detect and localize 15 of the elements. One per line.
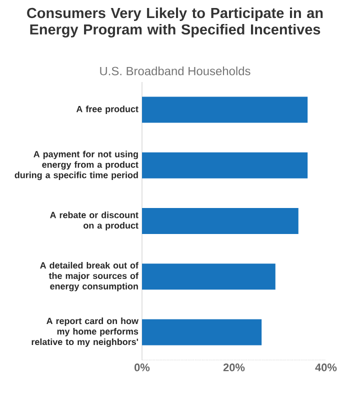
chart-subtitle: U.S. Broadband Households: [100, 66, 250, 76]
x-tick-label: 20%: [223, 364, 245, 372]
y-tick-label: A free product: [76, 106, 138, 114]
y-tick-label: A rebate or discount on a product: [50, 212, 138, 230]
y-tick-label: A report card on how my home performs relative to my neighbors': [32, 318, 139, 347]
chart-title: Consumers Very Likely to Participate in an Energy Program with Specified Incentives: [27, 8, 323, 38]
bar: [142, 152, 308, 178]
x-tick-label: 40%: [315, 364, 337, 372]
bar: [142, 264, 276, 290]
y-tick-label: A payment for not using energy from a product during a specific time period: [14, 150, 138, 180]
bar: [142, 96, 308, 123]
bar: [142, 208, 298, 234]
x-tick-label: 0%: [134, 364, 150, 372]
y-tick-label: A detailed break out of the major sources of energy consumption: [40, 262, 138, 292]
bar: [142, 319, 262, 346]
